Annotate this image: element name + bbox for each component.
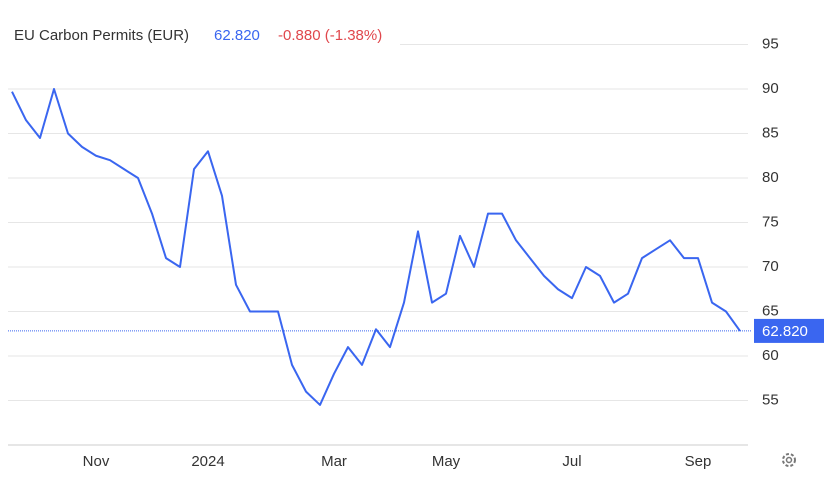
- y-tick-label: 55: [762, 391, 779, 408]
- x-tick-label: Nov: [83, 453, 110, 470]
- y-tick-label: 70: [762, 258, 779, 275]
- y-tick-label: 65: [762, 302, 779, 319]
- y-tick-label: 85: [762, 124, 779, 141]
- y-tick-label: 60: [762, 347, 779, 364]
- y-tick-label: 75: [762, 213, 779, 230]
- x-tick-label: Jul: [562, 453, 581, 470]
- y-tick-label: 95: [762, 35, 779, 52]
- last-price-box: [754, 318, 824, 343]
- change: -0.880 (-1.38%): [278, 27, 382, 44]
- header-bg: [8, 20, 400, 50]
- x-tick-label: 2024: [191, 453, 224, 470]
- x-tick-label: Sep: [685, 453, 712, 470]
- y-tick-label: 90: [762, 80, 779, 97]
- y-tick-label: 80: [762, 169, 779, 186]
- x-tick-label: May: [432, 453, 461, 470]
- line: [11, 88, 741, 406]
- settings-icon[interactable]: [782, 453, 796, 467]
- x-tick-label: Mar: [321, 453, 347, 470]
- last-price-label: 62.820: [762, 323, 808, 340]
- price: 62.820: [214, 27, 260, 44]
- chart-title: EU Carbon Permits (EUR): [14, 27, 189, 44]
